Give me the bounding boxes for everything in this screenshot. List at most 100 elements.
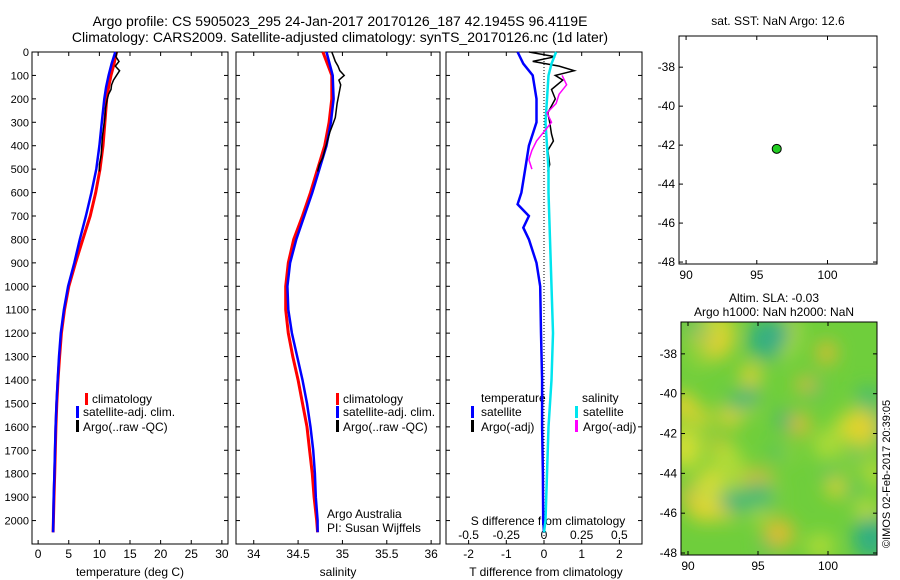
depth-tick-label: 100 <box>11 70 29 82</box>
x-tick-label: -1 <box>501 547 512 561</box>
depth-tick-label: 2000 <box>5 516 29 528</box>
legend-heading-salinity: salinity <box>582 391 619 405</box>
sal-tick-label: 0 <box>541 528 548 542</box>
series-line-2 <box>316 51 346 172</box>
sla-blob <box>770 322 794 339</box>
plot-marks: 0 5 10 15 20 25 300100200300400500600700800900… <box>5 36 877 573</box>
float-position-marker <box>771 143 782 154</box>
legend-heading-temperature: temperature <box>481 391 546 405</box>
legend-label-t-argo: Argo(-adj) <box>481 420 534 434</box>
depth-tick-label: 1300 <box>5 352 29 364</box>
legend-swatch-t-argo <box>471 420 474 432</box>
sla-title: Altim. SLA: -0.03 <box>729 291 819 305</box>
difference-legend: temperature salinity satellite Argo(-adj… <box>458 390 636 434</box>
sla-blob <box>698 322 728 333</box>
x-tick-label: 20 <box>154 547 168 561</box>
sla-blob <box>776 410 793 431</box>
depth-tick-label: 1900 <box>5 492 29 504</box>
legend-label-t-satellite: satellite <box>481 405 522 419</box>
x-tick-label: 90 <box>681 559 695 573</box>
depth-tick-label: 500 <box>11 164 29 176</box>
legend-label-satellite: satellite-adj. clim. <box>343 405 435 419</box>
sla-blob <box>847 484 861 497</box>
sla-blob <box>849 449 864 460</box>
legend-swatch-climatology <box>336 393 339 405</box>
x-tick-label: 25 <box>185 547 199 561</box>
y-tick-label: -42 <box>660 427 678 441</box>
x-tick-label: 5 <box>65 547 72 561</box>
depth-tick-label: 1200 <box>5 328 29 340</box>
y-tick-label: -40 <box>658 99 676 113</box>
series-line-2 <box>542 51 558 533</box>
sla-blob <box>787 412 810 437</box>
salinity-legend: climatology satellite-adj. clim. Argo(..… <box>336 392 435 434</box>
sla-blob <box>693 471 722 511</box>
x-tick-label: 34.5 <box>286 547 310 561</box>
depth-tick-label: 200 <box>11 94 29 106</box>
sla-blob <box>852 516 877 555</box>
pi-label: PI: Susan Wijffels <box>327 521 421 535</box>
salinity-axes-box <box>235 51 441 545</box>
x-tick-label: 100 <box>818 559 838 573</box>
sla-panel <box>680 321 878 556</box>
depth-tick-label: 1500 <box>5 398 29 410</box>
sla-blob <box>717 510 735 521</box>
x-tick-label: 34 <box>247 547 261 561</box>
legend-swatch-s-satellite <box>575 406 578 418</box>
y-tick-label: -46 <box>658 216 676 230</box>
depth-tick-label: 800 <box>11 234 29 246</box>
salinity-panel <box>235 51 441 545</box>
depth-tick-label: 300 <box>11 117 29 129</box>
x-tick-label: 15 <box>123 547 137 561</box>
x-tick-label: 36 <box>424 547 438 561</box>
temperature-xlabel: temperature (deg C) <box>76 565 184 579</box>
x-tick-label: 0 <box>541 547 548 561</box>
legend-swatch-argo <box>336 420 339 432</box>
x-tick-label: 90 <box>679 268 693 282</box>
series-line-1 <box>528 51 578 172</box>
sla-blob <box>866 466 877 485</box>
sal-tick-label: -0.5 <box>458 528 479 542</box>
sla-blob <box>844 409 877 445</box>
x-tick-label: 95 <box>750 268 764 282</box>
sla-blob <box>690 426 715 441</box>
y-tick-label: -40 <box>660 387 678 401</box>
legend-label-climatology: climatology <box>92 392 152 406</box>
x-tick-label: 0 <box>35 547 42 561</box>
sla-blob <box>740 363 761 389</box>
sal-tick-label: -0.25 <box>493 528 521 542</box>
sla-blob <box>856 385 877 410</box>
depth-tick-label: 1000 <box>5 281 29 293</box>
legend-label-argo: Argo(..raw -QC) <box>343 420 428 434</box>
x-tick-label: -2 <box>463 547 474 561</box>
legend-label-s-argo: Argo(-adj) <box>583 420 636 434</box>
x-tick-label: 10 <box>93 547 107 561</box>
sst-title: sat. SST: NaN Argo: 12.6 <box>711 14 845 28</box>
depth-tick-label: 1400 <box>5 375 29 387</box>
depth-tick-label: 900 <box>11 258 29 270</box>
sla-blob <box>826 476 846 498</box>
sla-axes-box <box>680 321 878 556</box>
temperature-legend: climatology satellite-adj. clim. Argo(..… <box>76 392 175 434</box>
series-line-0 <box>284 51 334 533</box>
sal-tick-label: 0.5 <box>611 528 628 542</box>
sla-blob <box>726 391 745 414</box>
x-tick-label: 100 <box>817 268 837 282</box>
depth-tick-label: 1100 <box>5 305 29 317</box>
legend-swatch-t-satellite <box>471 406 474 418</box>
y-tick-label: -46 <box>660 506 678 520</box>
difference-xlabel: T difference from climatology <box>469 565 623 579</box>
y-tick-label: -44 <box>658 177 676 191</box>
legend-swatch-argo <box>76 420 79 432</box>
legend-swatch-satellite <box>76 406 79 418</box>
sla-blob <box>740 479 775 514</box>
sla-blob <box>681 392 697 420</box>
depth-tick-label: 1800 <box>5 469 29 481</box>
y-tick-label: -38 <box>660 347 678 361</box>
sla-blob <box>750 508 767 523</box>
sla-blob <box>741 385 759 408</box>
sla-blob <box>854 501 877 517</box>
sla-heatmap <box>681 322 877 555</box>
legend-label-s-satellite: satellite <box>583 405 624 419</box>
